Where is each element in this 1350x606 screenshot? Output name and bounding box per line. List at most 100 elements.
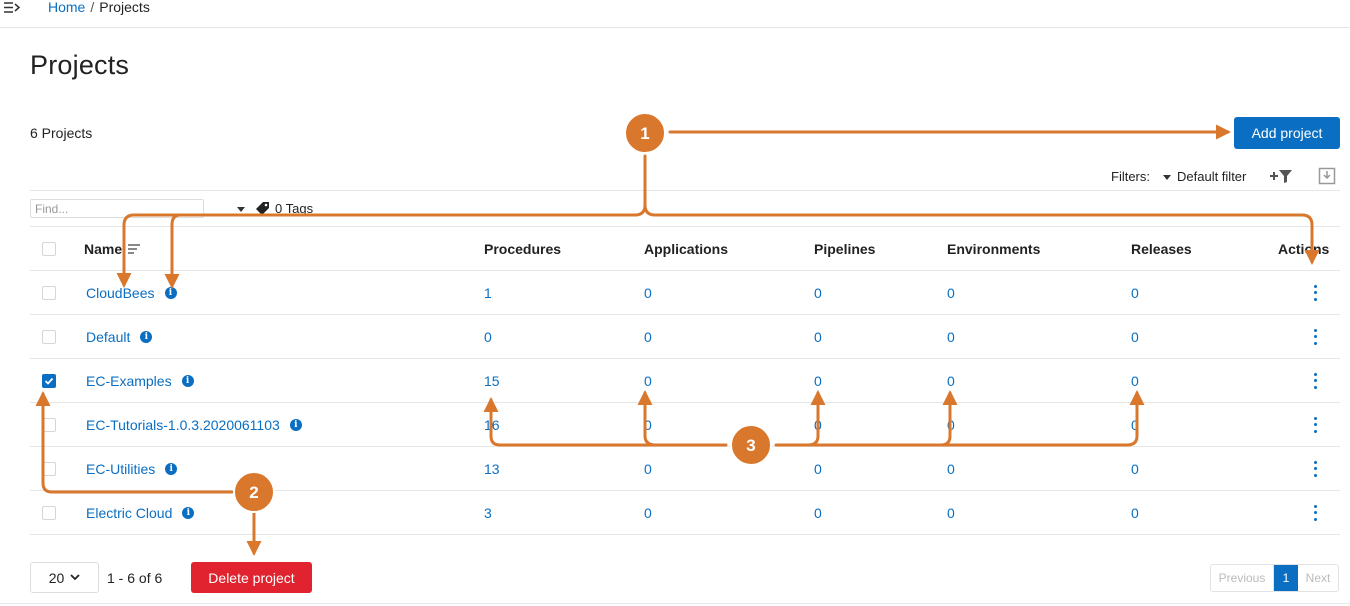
pipelines-count-link[interactable]: 0: [814, 460, 822, 477]
pipelines-count-link[interactable]: 0: [814, 328, 822, 345]
filter-value: Default filter: [1177, 169, 1247, 184]
row-actions-menu-icon[interactable]: [1312, 372, 1318, 389]
row-checkbox[interactable]: [42, 417, 56, 432]
info-icon[interactable]: i: [181, 374, 194, 387]
row-checkbox[interactable]: [42, 329, 56, 344]
previous-page-button[interactable]: Previous: [1211, 565, 1274, 591]
table-row: EC-Tutorials-1.0.3.2020061103 i 16 0 0 0 …: [30, 403, 1340, 447]
environments-count-link[interactable]: 0: [947, 284, 955, 301]
procedures-count-link[interactable]: 1: [484, 284, 492, 301]
row-checkbox[interactable]: [42, 285, 56, 300]
releases-count-link[interactable]: 0: [1131, 504, 1139, 521]
row-actions-menu-icon[interactable]: [1312, 504, 1318, 521]
releases-count-link[interactable]: 0: [1131, 372, 1139, 389]
project-count: 6 Projects: [30, 125, 93, 141]
current-page-button[interactable]: 1: [1274, 565, 1298, 591]
tags-dropdown-caret-icon[interactable]: [237, 207, 245, 212]
table-row: Electric Cloud i 3 0 0 0 0: [30, 491, 1340, 535]
procedures-count-link[interactable]: 3: [484, 504, 492, 521]
breadcrumb-current: Projects: [99, 0, 150, 15]
pipelines-count-link[interactable]: 0: [814, 372, 822, 389]
column-header-name-label: Name: [84, 240, 123, 257]
filter-select[interactable]: Default filter: [1163, 169, 1246, 184]
table-row: CloudBees i 1 0 0 0 0: [30, 271, 1340, 315]
row-actions-menu-icon[interactable]: [1312, 460, 1318, 477]
pipelines-count-link[interactable]: 0: [814, 284, 822, 301]
column-header-releases[interactable]: Releases: [1131, 240, 1192, 257]
applications-count-link[interactable]: 0: [644, 504, 652, 521]
releases-count-link[interactable]: 0: [1131, 328, 1139, 345]
tag-icon: [256, 202, 269, 215]
info-icon[interactable]: i: [165, 462, 178, 475]
procedures-count-link[interactable]: 15: [484, 372, 500, 389]
add-project-button[interactable]: Add project: [1234, 117, 1340, 149]
select-all-checkbox[interactable]: [42, 241, 56, 256]
environments-count-link[interactable]: 0: [947, 460, 955, 477]
applications-count-link[interactable]: 0: [644, 460, 652, 477]
delete-project-button[interactable]: Delete project: [191, 562, 312, 593]
info-icon[interactable]: i: [289, 418, 302, 431]
page-size-value: 20: [48, 569, 65, 586]
applications-count-link[interactable]: 0: [644, 328, 652, 345]
applications-count-link[interactable]: 0: [644, 372, 652, 389]
chevron-down-icon: [70, 574, 80, 581]
tags-label[interactable]: 0 Tags: [275, 201, 314, 216]
column-header-applications[interactable]: Applications: [644, 240, 729, 257]
releases-count-link[interactable]: 0: [1131, 416, 1139, 433]
info-icon[interactable]: i: [164, 286, 177, 299]
find-input[interactable]: [30, 199, 204, 218]
column-header-environments[interactable]: Environments: [947, 240, 1041, 257]
breadcrumb: Home / Projects: [48, 0, 150, 15]
column-header-procedures[interactable]: Procedures: [484, 240, 562, 257]
project-name-link[interactable]: Electric Cloud: [86, 504, 173, 521]
applications-count-link[interactable]: 0: [644, 416, 652, 433]
divider: [30, 190, 1340, 191]
save-filter-icon[interactable]: [1318, 167, 1336, 185]
callout-badge-1: 1: [624, 112, 666, 154]
project-name-link[interactable]: EC-Tutorials-1.0.3.2020061103: [86, 416, 280, 433]
column-header-name[interactable]: Name: [84, 227, 142, 270]
project-name-link[interactable]: EC-Examples: [86, 372, 172, 389]
environments-count-link[interactable]: 0: [947, 416, 955, 433]
project-name-link[interactable]: EC-Utilities: [86, 460, 156, 477]
next-page-button[interactable]: Next: [1305, 571, 1331, 585]
top-bar: Home / Projects: [0, 0, 1350, 28]
callout-1-label: 1: [640, 124, 649, 143]
environments-count-link[interactable]: 0: [947, 328, 955, 345]
column-header-pipelines[interactable]: Pipelines: [814, 240, 876, 257]
table-row: EC-Utilities i 13 0 0 0 0: [30, 447, 1340, 491]
table-header-row: Name Procedures Applications Pipelines E…: [30, 226, 1340, 271]
project-name-link[interactable]: Default: [86, 328, 131, 345]
row-actions-menu-icon[interactable]: [1312, 328, 1318, 345]
applications-count-link[interactable]: 0: [644, 284, 652, 301]
procedures-count-link[interactable]: 16: [484, 416, 500, 433]
row-actions-menu-icon[interactable]: [1312, 284, 1318, 301]
row-checkbox[interactable]: [42, 505, 56, 520]
table-row: Default i 0 0 0 0 0: [30, 315, 1340, 359]
sort-icon[interactable]: [126, 242, 142, 256]
caret-down-icon: [1163, 175, 1171, 181]
releases-count-link[interactable]: 0: [1131, 460, 1139, 477]
environments-count-link[interactable]: 0: [947, 504, 955, 521]
breadcrumb-home-link[interactable]: Home: [48, 0, 86, 15]
environments-count-link[interactable]: 0: [947, 372, 955, 389]
pagination-range: 1 - 6 of 6: [107, 570, 163, 586]
row-actions-menu-icon[interactable]: [1312, 416, 1318, 433]
checkmark-icon: [44, 377, 54, 385]
info-icon[interactable]: i: [140, 330, 153, 343]
page-size-select[interactable]: 20: [30, 562, 99, 593]
row-checkbox[interactable]: [42, 373, 56, 388]
add-filter-icon[interactable]: [1269, 168, 1293, 184]
divider: [0, 603, 1350, 604]
project-name-link[interactable]: CloudBees: [86, 284, 155, 301]
pipelines-count-link[interactable]: 0: [814, 416, 822, 433]
filters-label: Filters:: [1111, 169, 1150, 184]
info-icon[interactable]: i: [182, 506, 195, 519]
pipelines-count-link[interactable]: 0: [814, 504, 822, 521]
releases-count-link[interactable]: 0: [1131, 284, 1139, 301]
row-checkbox[interactable]: [42, 461, 56, 476]
procedures-count-link[interactable]: 0: [484, 328, 492, 345]
expand-menu-icon[interactable]: [3, 0, 21, 16]
procedures-count-link[interactable]: 13: [484, 460, 500, 477]
column-header-actions: Actions: [1278, 240, 1330, 257]
